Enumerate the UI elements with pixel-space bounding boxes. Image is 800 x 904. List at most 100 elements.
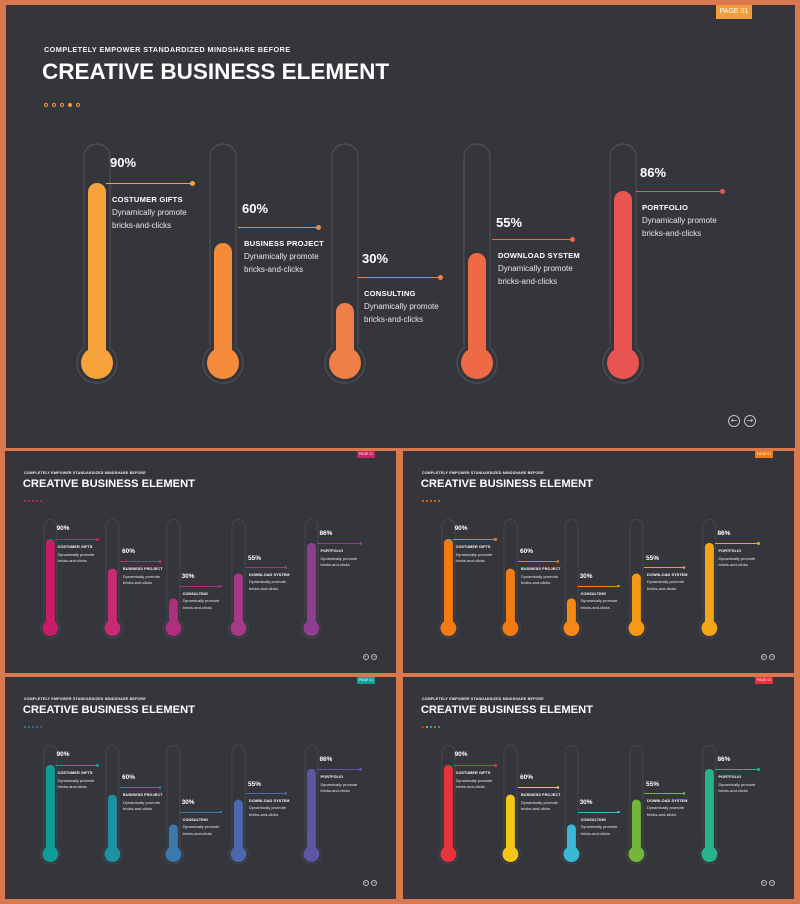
- thermometer-fill: [614, 191, 632, 363]
- thermometer-bulb: [607, 347, 639, 379]
- item-description: bricks-and-clicks: [182, 830, 212, 836]
- leader-line: [317, 769, 361, 771]
- dot-icon: [44, 103, 48, 107]
- slide-navigation: ← →: [363, 880, 377, 887]
- item-description: Dynamically promote: [249, 579, 286, 585]
- leader-line: [715, 543, 759, 545]
- item-percent: 86%: [640, 165, 667, 180]
- slide-title: CREATIVE BUSINESS ELEMENT: [420, 703, 593, 716]
- leader-line: [246, 793, 286, 794]
- prev-arrow-icon[interactable]: ←: [728, 415, 740, 427]
- dot-icon: [68, 103, 72, 107]
- slide-title: CREATIVE BUSINESS ELEMENT: [42, 59, 390, 84]
- leader-dot: [682, 792, 686, 795]
- leader-line: [120, 561, 160, 562]
- leader-line: [452, 765, 496, 767]
- item-label: PORTFOLIO: [320, 549, 344, 554]
- thermometer: [560, 745, 582, 867]
- next-arrow-icon[interactable]: →: [769, 654, 775, 661]
- item-percent: 30%: [579, 799, 593, 807]
- thermometer-bulb: [628, 846, 645, 863]
- decorative-dots: [421, 499, 440, 502]
- leader-dot: [284, 566, 288, 569]
- thermometer-bulb: [701, 846, 717, 863]
- item-description: bricks-and-clicks: [249, 585, 279, 591]
- leader-line: [452, 539, 496, 541]
- next-arrow-icon[interactable]: →: [371, 654, 377, 661]
- thermometer-fill: [88, 183, 106, 363]
- thermometer-graphic: [324, 143, 366, 384]
- leader-dot: [617, 584, 620, 588]
- prev-arrow-icon[interactable]: ←: [761, 880, 768, 887]
- dot-icon: [27, 499, 30, 502]
- dot-icon: [76, 103, 80, 107]
- item-description: Dynamically promote: [249, 805, 286, 811]
- item-label: CONSULTING: [364, 289, 416, 298]
- slide-navigation: ← →: [363, 654, 377, 661]
- thermometer-fill: [704, 543, 714, 629]
- thermometer-fill: [506, 569, 516, 629]
- thermometer: [162, 519, 184, 641]
- slide-main: PAGE 01 COMPLETELY EMPOWER STANDARDIZED M…: [6, 5, 795, 448]
- next-arrow-icon[interactable]: →: [769, 880, 775, 887]
- slide-variant-multicolor[interactable]: PAGE 01 COMPLETELY EMPOWER STANDARDIZED M…: [403, 677, 794, 899]
- item-description: Dynamically promote: [320, 781, 358, 787]
- thermometer-fill: [306, 769, 316, 855]
- leader-dot: [556, 786, 560, 789]
- thermometer: [698, 519, 720, 641]
- leader-line: [238, 227, 318, 229]
- prev-arrow-icon[interactable]: ←: [761, 654, 768, 661]
- dot-icon: [429, 499, 432, 502]
- thermometer: [500, 519, 521, 641]
- prev-arrow-icon[interactable]: ←: [363, 654, 370, 661]
- item-label: CONSULTING: [580, 591, 607, 596]
- thermometer-graphic: [300, 745, 322, 865]
- prev-arrow-icon[interactable]: ←: [363, 880, 370, 887]
- slide-title: CREATIVE BUSINESS ELEMENT: [420, 477, 593, 490]
- item-description: bricks-and-clicks: [642, 229, 702, 238]
- item-label: BUSINESS PROJECT: [244, 239, 324, 248]
- item-percent: 55%: [496, 215, 523, 230]
- thermometer: [324, 143, 366, 388]
- leader-line: [644, 567, 684, 568]
- item-description: bricks-and-clicks: [123, 579, 153, 585]
- leader-dot: [96, 764, 99, 767]
- page-tag: PAGE 01: [716, 5, 752, 19]
- thermometer-graphic: [626, 745, 647, 865]
- slide-title: CREATIVE BUSINESS ELEMENT: [22, 477, 195, 490]
- page-tag: PAGE 01: [357, 451, 375, 458]
- thermometer-bulb: [329, 347, 361, 379]
- leader-dot: [190, 181, 195, 186]
- next-arrow-icon[interactable]: →: [371, 880, 377, 887]
- thermometer: [300, 745, 322, 867]
- thermometer: [560, 519, 582, 641]
- thermometer: [202, 143, 244, 388]
- slide-variant-teal[interactable]: PAGE 01 COMPLETELY EMPOWER STANDARDIZED M…: [5, 677, 396, 899]
- slide-variant-orange[interactable]: PAGE 01 COMPLETELY EMPOWER STANDARDIZED M…: [403, 451, 794, 673]
- thermometer-fill: [234, 573, 244, 629]
- slide-variant-magenta[interactable]: PAGE 01 COMPLETELY EMPOWER STANDARDIZED M…: [5, 451, 396, 673]
- item-percent: 55%: [646, 781, 659, 789]
- thermometer-fill: [108, 569, 118, 629]
- leader-dot: [359, 768, 362, 771]
- next-arrow-icon[interactable]: →: [744, 415, 756, 427]
- item-label: CONSULTING: [182, 817, 209, 822]
- thermometer: [39, 745, 61, 867]
- item-description: Dynamically promote: [123, 573, 160, 579]
- leader-line: [246, 567, 286, 568]
- thermometer: [456, 143, 498, 388]
- leader-line: [54, 539, 98, 541]
- item-description: bricks-and-clicks: [718, 788, 748, 794]
- thermometer-fill: [704, 769, 714, 855]
- thermometer-bulb: [42, 620, 59, 637]
- dot-icon: [421, 725, 424, 728]
- dot-icon: [433, 499, 436, 502]
- item-label: PORTFOLIO: [718, 775, 742, 780]
- thermometer-graphic: [602, 143, 644, 384]
- leader-line: [492, 239, 572, 241]
- slide-subtitle: COMPLETELY EMPOWER STANDARDIZED MINDSHAR…: [44, 45, 291, 54]
- thermometer-graphic: [500, 745, 521, 865]
- item-label: COSTUMER GIFTS: [112, 195, 183, 204]
- thermometer-bulb: [502, 620, 519, 637]
- item-label: CONSULTING: [182, 591, 209, 596]
